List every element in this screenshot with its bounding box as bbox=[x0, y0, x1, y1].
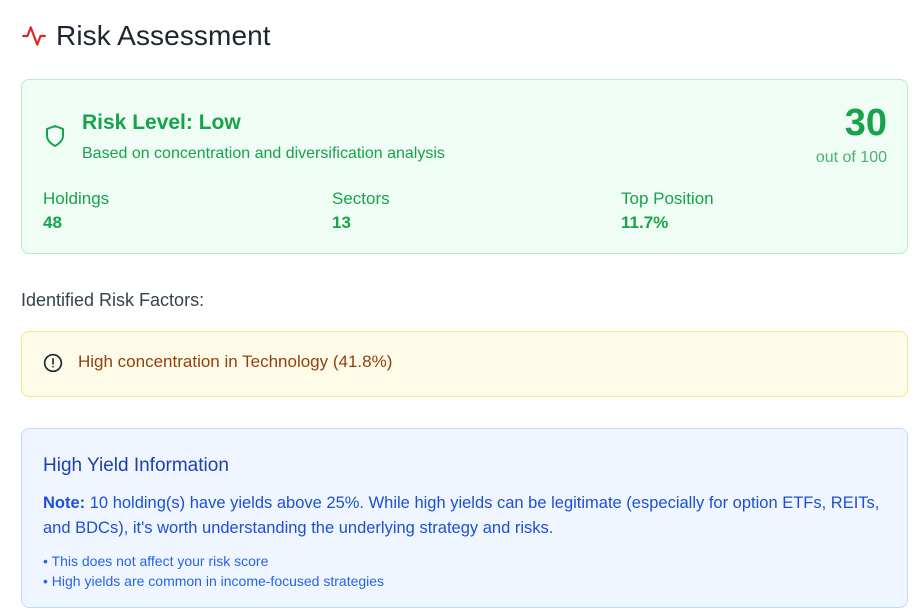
page-title: Risk Assessment bbox=[56, 20, 271, 51]
high-yield-bullets: • This does not affect your risk score •… bbox=[43, 551, 384, 591]
risk-level-label: Risk Level: Low bbox=[82, 111, 241, 134]
stat-sectors: Sectors 13 bbox=[332, 189, 390, 233]
list-item: • High yields are common in income-focus… bbox=[43, 573, 385, 589]
risk-factor-text: High concentration in Technology (41.8%) bbox=[78, 352, 393, 371]
stat-top-position: Top Position 11.7% bbox=[621, 189, 714, 233]
risk-factors-heading: Identified Risk Factors: bbox=[21, 290, 205, 310]
stat-value: 11.7% bbox=[621, 213, 669, 232]
risk-score: 30 bbox=[844, 102, 887, 144]
stat-label: Top Position bbox=[621, 189, 714, 208]
high-yield-title: High Yield Information bbox=[43, 455, 229, 476]
high-yield-note: Note: 10 holding(s) have yields above 25… bbox=[43, 491, 883, 541]
page-header: Risk Assessment bbox=[21, 16, 271, 56]
stat-holdings: Holdings 48 bbox=[43, 189, 109, 233]
risk-level-basis: Based on concentration and diversificati… bbox=[82, 145, 445, 162]
list-item: • This does not affect your risk score bbox=[43, 553, 269, 569]
stat-value: 13 bbox=[332, 213, 351, 232]
shield-icon bbox=[43, 123, 67, 149]
stat-label: Sectors bbox=[332, 189, 390, 208]
activity-pulse-icon bbox=[21, 23, 47, 49]
risk-factor-item: High concentration in Technology (41.8%) bbox=[21, 331, 908, 397]
stat-value: 48 bbox=[43, 213, 62, 232]
note-label: Note: bbox=[43, 494, 86, 512]
risk-level-card: Risk Level: Low Based on concentration a… bbox=[21, 79, 908, 254]
risk-score-suffix: out of 100 bbox=[815, 149, 887, 166]
high-yield-info-card: High Yield Information Note: 10 holding(… bbox=[21, 428, 908, 608]
stat-label: Holdings bbox=[43, 189, 110, 208]
alert-circle-icon bbox=[43, 353, 63, 373]
note-text: 10 holding(s) have yields above 25%. Whi… bbox=[43, 494, 880, 537]
